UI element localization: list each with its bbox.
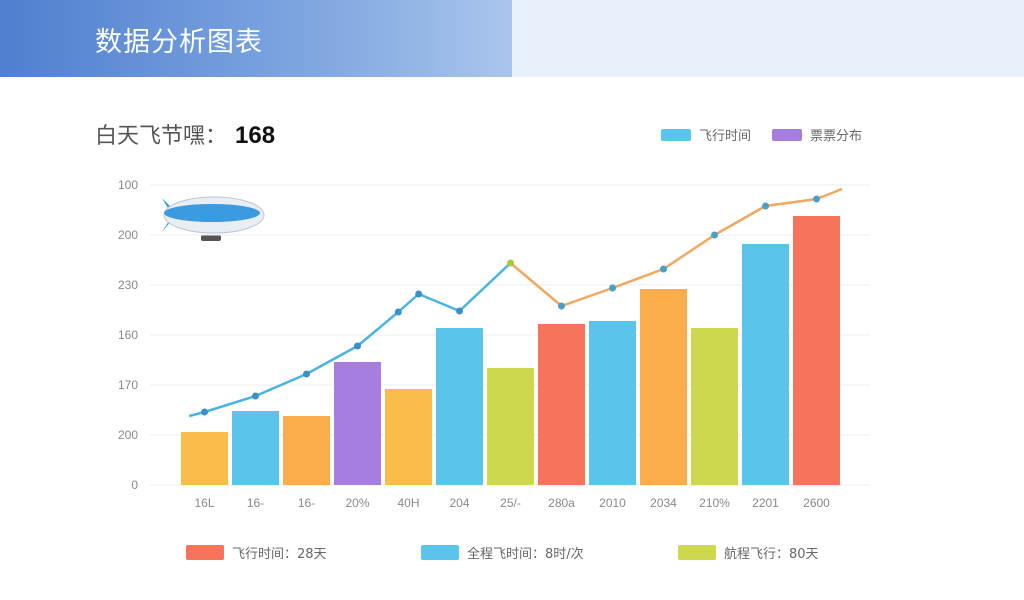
x-tick-label: 280a — [548, 496, 575, 510]
bar — [232, 411, 279, 485]
line-point — [711, 231, 718, 239]
legend-label: 飞行时间 — [699, 129, 752, 144]
line-segment — [713, 204, 767, 237]
legend-swatch — [186, 545, 224, 560]
y-tick-label: 100 — [118, 178, 138, 192]
bottom-legend-item-3: 航程飞行：80天 — [678, 543, 819, 562]
line-point — [507, 259, 514, 267]
line-point — [609, 284, 616, 292]
legend-label: 票票分布 — [810, 129, 863, 144]
x-tick-label: 2600 — [803, 496, 830, 510]
y-tick-label: 200 — [118, 428, 138, 442]
line-segment — [816, 187, 843, 201]
line-point — [201, 408, 208, 416]
legend-swatch — [772, 128, 802, 141]
bar — [283, 416, 330, 485]
line-segment — [255, 372, 307, 398]
bar — [334, 362, 381, 485]
bar — [487, 368, 534, 485]
y-tick-label: 200 — [118, 228, 138, 242]
line-point — [415, 290, 423, 298]
line-point — [354, 342, 361, 350]
line-segment — [458, 262, 512, 312]
line-segment — [561, 286, 613, 308]
stat-summary: 白天飞节嘿： 168 — [95, 118, 275, 150]
line-segment — [765, 197, 817, 208]
bottom-legend-item-2: 全程飞时间：8时/次 — [421, 543, 584, 562]
line-segment — [356, 311, 400, 347]
legend-label: 航程飞行：80天 — [724, 547, 819, 562]
line-segment — [662, 233, 716, 271]
legend-swatch — [421, 545, 459, 560]
page-title: 数据分析图表 — [95, 27, 263, 58]
bar — [181, 432, 228, 485]
x-tick-label: 20% — [345, 496, 369, 510]
y-tick-label: 230 — [118, 278, 138, 292]
stat-value: 168 — [235, 122, 276, 149]
x-tick-label: 204 — [449, 496, 469, 510]
line-segment — [397, 293, 420, 313]
line-point — [252, 392, 259, 400]
x-tick-label: 16- — [298, 496, 315, 510]
bar — [742, 244, 789, 485]
stat-label: 白天飞节嘿： — [95, 124, 228, 149]
y-tick-label: 170 — [118, 378, 138, 392]
bar — [589, 321, 636, 485]
x-tick-label: 210% — [699, 496, 730, 510]
bar — [385, 389, 432, 485]
legend-label: 飞行时间：28天 — [232, 547, 327, 562]
bar — [793, 216, 840, 485]
y-tick-label: 160 — [118, 328, 138, 342]
y-tick-label: 0 — [131, 478, 138, 492]
x-tick-label: 2201 — [752, 496, 779, 510]
x-tick-label: 25/- — [500, 496, 521, 510]
legend-label: 全程飞时间：8时/次 — [467, 547, 584, 562]
line-point — [813, 195, 820, 203]
line-point — [660, 265, 667, 273]
line-segment — [305, 344, 359, 376]
line-segment — [418, 292, 460, 313]
bar — [436, 328, 483, 485]
x-tick-label: 40H — [397, 496, 419, 510]
x-tick-label: 2010 — [599, 496, 626, 510]
line-segment — [612, 267, 664, 290]
bar — [640, 289, 687, 485]
line-point — [558, 302, 565, 310]
legend-item-ticket-distribution: 票票分布 — [772, 125, 862, 144]
legend-swatch — [678, 545, 716, 560]
header-bar: 数据分析图表 — [0, 0, 1024, 77]
legend-swatch — [661, 128, 691, 141]
line-point — [394, 308, 402, 316]
bottom-legend-item-1: 飞行时间：28天 — [186, 543, 327, 562]
line-point — [303, 370, 310, 378]
x-tick-label: 16L — [194, 496, 214, 510]
bar — [538, 324, 585, 485]
bar — [691, 328, 738, 485]
line-segment — [204, 394, 256, 414]
line-point — [456, 307, 463, 315]
header-gradient — [0, 0, 512, 77]
line-segment — [509, 262, 563, 307]
line-point — [762, 202, 769, 210]
legend-item-flight-time: 飞行时间 — [661, 125, 751, 144]
x-tick-label: 16- — [247, 496, 264, 510]
x-tick-label: 2034 — [650, 496, 677, 510]
blimp-icon — [162, 196, 265, 241]
